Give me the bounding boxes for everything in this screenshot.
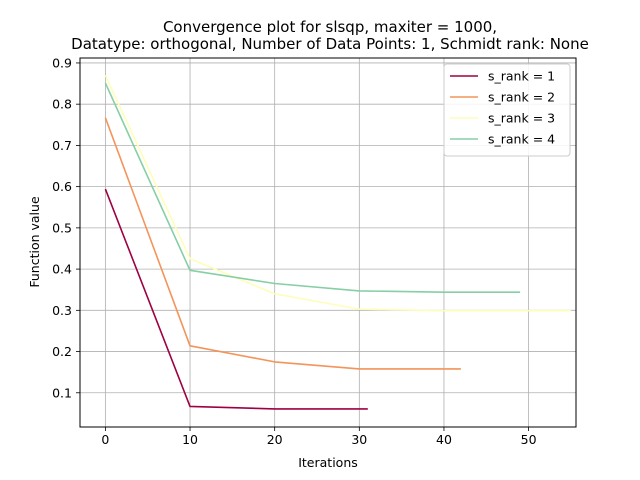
x-tick-label: 0 — [101, 432, 109, 447]
y-tick-label: 0.4 — [52, 262, 72, 277]
y-tick-label: 0.7 — [52, 138, 72, 153]
y-tick-label: 0.3 — [52, 303, 72, 318]
legend-label-4: s_rank = 4 — [488, 132, 555, 147]
x-tick-label: 50 — [521, 432, 537, 447]
legend-box — [443, 63, 571, 157]
legend-label-3: s_rank = 3 — [488, 111, 555, 126]
series-line-4 — [104, 82, 521, 294]
x-tick-label: 20 — [267, 432, 283, 447]
y-tick-label: 0.8 — [52, 97, 72, 112]
y-tick-label: 0.9 — [52, 55, 72, 70]
chart-title-line2: Datatype: orthogonal, Number of Data Poi… — [71, 35, 589, 53]
series-line-1 — [104, 188, 368, 410]
x-tick-label: 40 — [436, 432, 452, 447]
y-axis-label: Function value — [27, 196, 42, 288]
y-tick-label: 0.1 — [52, 385, 72, 400]
y-tick-label: 0.5 — [52, 220, 72, 235]
y-tick-label: 0.6 — [52, 179, 72, 194]
chart-title-line1: Convergence plot for slsqp, maxiter = 10… — [163, 18, 497, 36]
plot-area-frame — [79, 57, 577, 428]
legend-label-1: s_rank = 1 — [488, 69, 555, 84]
x-axis-label: Iterations — [298, 455, 358, 470]
series-line-3 — [104, 74, 571, 312]
tick-layer: 0 10 20 30 40 50 0.1 0.2 0.3 0.4 0.5 0.6 0.7 0.8 0.9 — [52, 55, 536, 447]
series-line-2 — [104, 117, 461, 370]
grid-layer — [80, 58, 576, 427]
series-layer — [104, 74, 571, 410]
y-tick-label: 0.2 — [52, 344, 72, 359]
legend-label-2: s_rank = 2 — [488, 90, 555, 105]
x-tick-label: 30 — [351, 432, 367, 447]
x-tick-label: 10 — [182, 432, 198, 447]
legend: s_rank = 1 s_rank = 2 s_rank = 3 s_rank = 4 — [443, 63, 571, 157]
